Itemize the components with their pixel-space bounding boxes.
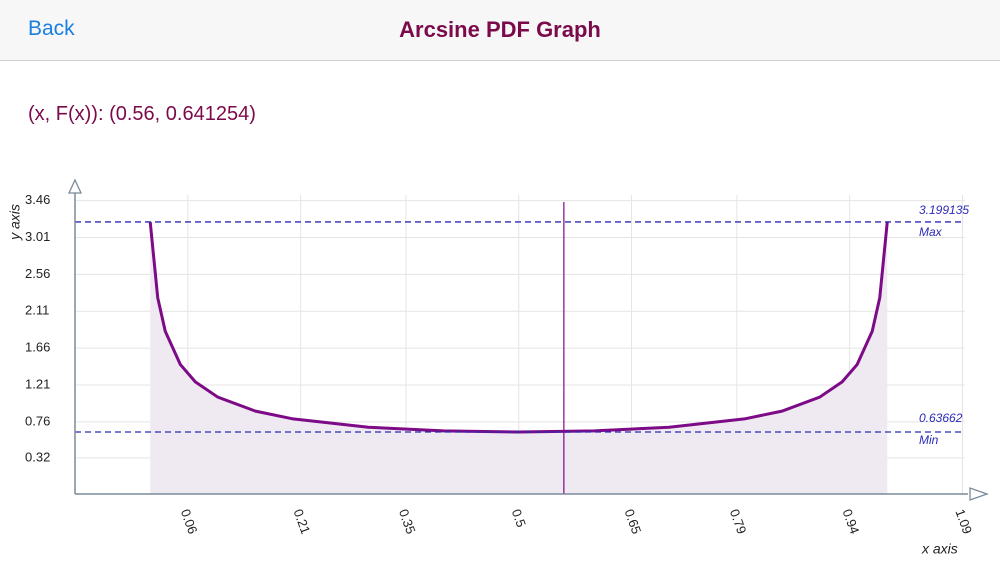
x-tick-label: 0.35 bbox=[396, 507, 419, 536]
x-tick-label: 0.06 bbox=[178, 507, 201, 536]
x-tick-label: 0.94 bbox=[840, 507, 863, 536]
y-tick-label: 2.56 bbox=[25, 266, 50, 281]
readout: (x, F(x)): (0.56, 0.641254) bbox=[28, 103, 256, 125]
y-arrow bbox=[67, 178, 83, 194]
y-tick-label: 1.21 bbox=[25, 376, 50, 391]
x-tick-label: 0.21 bbox=[291, 507, 314, 536]
y-tick-label: 3.01 bbox=[25, 229, 50, 244]
y-tick-label: 0.76 bbox=[25, 413, 50, 428]
line-value: 3.199135 bbox=[919, 203, 969, 217]
y-axis-label: y axis bbox=[7, 204, 23, 241]
y-tick-label: 3.46 bbox=[25, 192, 50, 207]
x-tick-label: 0.65 bbox=[622, 507, 645, 536]
x-axis-label: x axis bbox=[921, 541, 958, 557]
line-value: 0.63662 bbox=[919, 411, 963, 425]
nav-title: Arcsine PDF Graph bbox=[399, 17, 601, 42]
x-tick-label: 0.5 bbox=[509, 507, 529, 529]
y-tick-label: 0.32 bbox=[25, 449, 50, 464]
back-button[interactable]: Back bbox=[28, 17, 75, 40]
y-tick-label: 1.66 bbox=[25, 340, 50, 355]
line-label: Max bbox=[919, 225, 943, 239]
line-label: Min bbox=[919, 433, 939, 447]
x-tick-label: 1.09 bbox=[952, 507, 975, 536]
x-tick-label: 0.79 bbox=[727, 507, 750, 536]
y-tick-label: 2.11 bbox=[25, 303, 49, 318]
x-arrow bbox=[969, 487, 989, 501]
area-fill bbox=[150, 221, 888, 494]
nav-bar: Back Arcsine PDF Graph bbox=[0, 0, 1000, 61]
